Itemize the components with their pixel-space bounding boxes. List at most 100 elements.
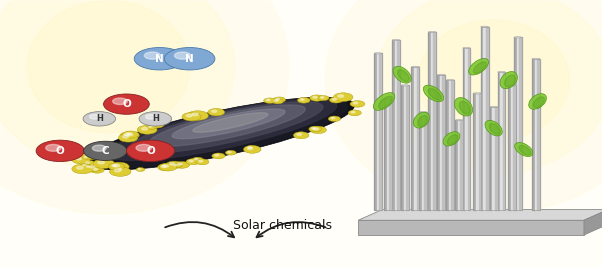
Polygon shape <box>404 85 406 210</box>
Ellipse shape <box>519 145 531 155</box>
Circle shape <box>144 52 161 59</box>
Polygon shape <box>431 32 433 210</box>
Polygon shape <box>411 67 414 210</box>
Circle shape <box>351 111 355 113</box>
Circle shape <box>328 116 341 121</box>
Polygon shape <box>437 75 440 210</box>
Circle shape <box>78 152 84 155</box>
Circle shape <box>247 147 253 150</box>
Circle shape <box>134 48 185 70</box>
Ellipse shape <box>533 97 544 108</box>
Ellipse shape <box>455 120 463 121</box>
Ellipse shape <box>376 0 602 174</box>
Circle shape <box>178 163 182 165</box>
Circle shape <box>136 168 145 171</box>
Circle shape <box>182 112 201 121</box>
Circle shape <box>137 125 157 134</box>
Polygon shape <box>422 112 424 210</box>
Circle shape <box>98 161 104 164</box>
Circle shape <box>112 164 117 167</box>
Ellipse shape <box>108 99 337 160</box>
Circle shape <box>163 165 169 167</box>
Text: N: N <box>155 54 164 64</box>
Circle shape <box>314 128 318 130</box>
Circle shape <box>124 134 129 136</box>
Circle shape <box>276 98 279 100</box>
Ellipse shape <box>379 96 393 109</box>
Polygon shape <box>406 85 409 210</box>
Circle shape <box>84 165 94 169</box>
Circle shape <box>148 121 164 128</box>
Circle shape <box>123 135 129 138</box>
Circle shape <box>96 152 101 154</box>
Polygon shape <box>377 53 379 210</box>
Ellipse shape <box>529 94 547 109</box>
Polygon shape <box>389 99 392 210</box>
Circle shape <box>334 93 353 101</box>
Circle shape <box>192 113 198 116</box>
Circle shape <box>159 163 177 171</box>
Ellipse shape <box>455 97 473 116</box>
Circle shape <box>104 94 149 114</box>
Ellipse shape <box>392 40 400 41</box>
Circle shape <box>73 150 94 159</box>
Circle shape <box>81 151 100 160</box>
Polygon shape <box>446 80 449 210</box>
Circle shape <box>158 164 173 171</box>
Circle shape <box>90 115 100 119</box>
Circle shape <box>146 115 156 119</box>
Circle shape <box>95 146 98 147</box>
Circle shape <box>46 144 61 151</box>
Polygon shape <box>517 37 519 210</box>
Circle shape <box>125 132 140 139</box>
Ellipse shape <box>504 75 515 87</box>
Polygon shape <box>455 120 458 210</box>
Polygon shape <box>462 48 465 210</box>
Ellipse shape <box>500 72 517 89</box>
Ellipse shape <box>473 93 481 94</box>
Ellipse shape <box>423 85 444 102</box>
Circle shape <box>248 147 252 148</box>
Polygon shape <box>424 112 427 210</box>
Ellipse shape <box>514 37 521 38</box>
Circle shape <box>114 164 120 167</box>
Polygon shape <box>433 32 436 210</box>
Circle shape <box>119 168 122 170</box>
Circle shape <box>102 144 107 146</box>
Circle shape <box>120 132 137 139</box>
Ellipse shape <box>92 99 347 168</box>
Circle shape <box>194 158 198 160</box>
Polygon shape <box>489 107 492 210</box>
Circle shape <box>87 166 90 167</box>
Circle shape <box>149 126 152 127</box>
Circle shape <box>86 164 103 171</box>
Circle shape <box>92 145 106 151</box>
Circle shape <box>108 163 125 170</box>
Circle shape <box>93 151 107 157</box>
Polygon shape <box>479 93 481 210</box>
Polygon shape <box>358 210 602 220</box>
Circle shape <box>93 145 103 150</box>
Circle shape <box>76 166 83 169</box>
Polygon shape <box>461 120 463 210</box>
Circle shape <box>331 117 335 119</box>
Circle shape <box>93 159 114 168</box>
Ellipse shape <box>468 58 489 75</box>
Ellipse shape <box>473 62 486 73</box>
Circle shape <box>246 146 256 151</box>
Circle shape <box>83 160 96 166</box>
Ellipse shape <box>428 89 441 100</box>
Ellipse shape <box>419 112 427 113</box>
Circle shape <box>119 134 138 142</box>
Ellipse shape <box>515 143 533 156</box>
Polygon shape <box>449 80 452 210</box>
Circle shape <box>313 96 317 98</box>
Circle shape <box>353 102 358 104</box>
Polygon shape <box>379 53 382 210</box>
Polygon shape <box>497 72 500 210</box>
Circle shape <box>152 123 157 125</box>
Ellipse shape <box>411 66 419 67</box>
Circle shape <box>186 114 192 117</box>
Polygon shape <box>358 220 584 235</box>
Circle shape <box>93 168 98 170</box>
